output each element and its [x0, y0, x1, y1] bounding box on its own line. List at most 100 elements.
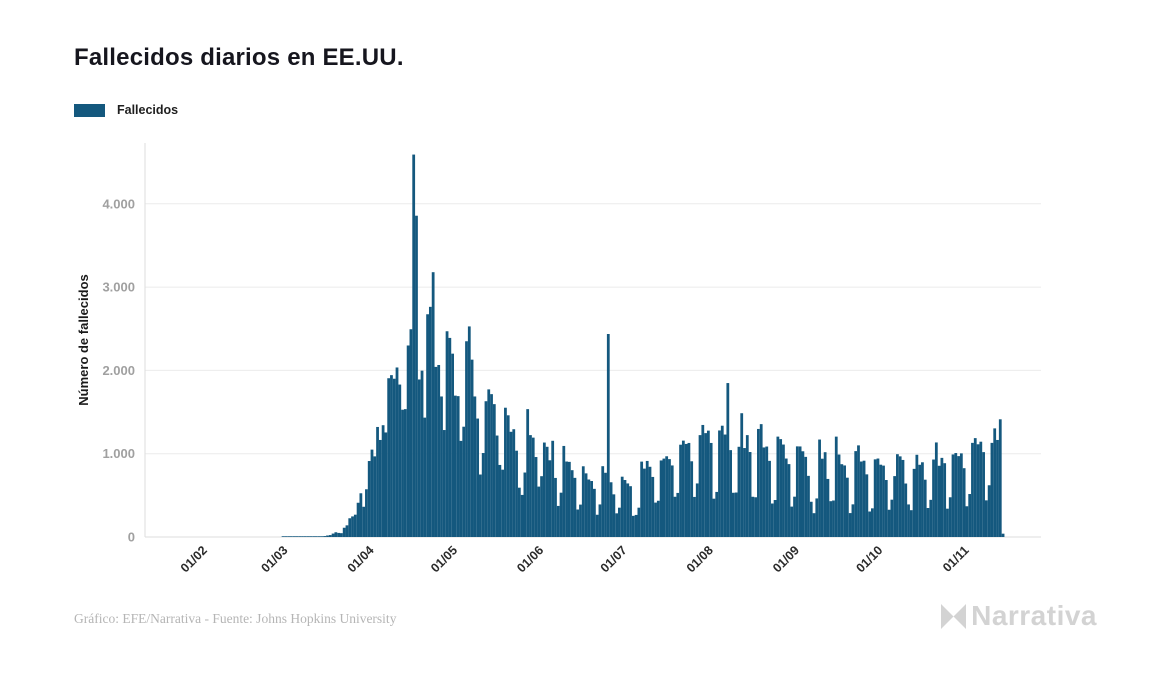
bar [979, 441, 983, 537]
bar [748, 452, 752, 537]
bar [373, 456, 377, 537]
bar [987, 485, 991, 537]
bar [517, 487, 521, 537]
bar [782, 444, 785, 537]
bar [882, 465, 885, 537]
bar [398, 384, 402, 537]
bar [793, 496, 796, 537]
bar [340, 533, 343, 537]
bar [423, 417, 427, 537]
bar [934, 442, 938, 537]
bar [737, 446, 741, 537]
bar [690, 461, 694, 537]
bar [312, 536, 315, 537]
bar [387, 378, 391, 537]
bar [648, 466, 652, 537]
bar [823, 452, 827, 537]
bar [887, 509, 891, 537]
bar [915, 454, 919, 537]
bar [403, 409, 407, 537]
bar [490, 394, 493, 537]
bar [971, 442, 974, 537]
bar [809, 501, 813, 537]
bar [923, 479, 927, 537]
bar [495, 435, 499, 537]
bar [406, 345, 410, 537]
bar [559, 492, 563, 537]
bar [504, 407, 507, 537]
bar [862, 460, 866, 537]
bar [909, 510, 913, 537]
bar [765, 446, 769, 537]
bar [378, 439, 382, 537]
bar [982, 452, 985, 537]
bar [790, 506, 794, 537]
x-tick-label: 01/11 [940, 543, 972, 575]
bar [484, 401, 488, 537]
bar [921, 462, 924, 537]
bar [695, 483, 699, 537]
bar [968, 494, 972, 537]
bar [620, 476, 624, 537]
bar [932, 459, 935, 537]
bar [912, 468, 916, 537]
bar [951, 454, 955, 537]
bar [454, 395, 457, 537]
bar [706, 430, 710, 537]
bar [551, 440, 555, 537]
bar [898, 456, 902, 537]
bar [662, 458, 666, 537]
narrativa-logo: Narrativa [940, 600, 1097, 632]
bar [298, 536, 302, 537]
bar [704, 433, 707, 537]
bar [754, 497, 758, 537]
bar [807, 475, 810, 537]
bar [676, 492, 680, 537]
bar [734, 492, 738, 537]
bar [918, 464, 922, 537]
bar [993, 428, 997, 537]
bar [795, 446, 799, 537]
bar [581, 466, 585, 537]
bar [573, 477, 577, 537]
bar [668, 459, 671, 537]
bar [673, 496, 677, 537]
bar [492, 404, 496, 537]
bar [415, 215, 418, 537]
bar [940, 457, 944, 538]
bar [745, 435, 749, 537]
bar [326, 535, 329, 537]
bar [701, 424, 705, 537]
bar [954, 453, 958, 537]
bar [390, 375, 393, 537]
bar [320, 536, 324, 537]
bar [509, 431, 513, 537]
bar [743, 448, 746, 537]
bar [606, 334, 610, 537]
bar [479, 474, 482, 537]
bar [859, 461, 863, 537]
bar [893, 476, 897, 537]
bar [409, 329, 413, 537]
bar [545, 446, 549, 537]
bar [698, 435, 702, 537]
bar [937, 465, 941, 537]
bar [959, 453, 963, 537]
bar [565, 461, 568, 537]
bar [626, 483, 630, 537]
bar [292, 536, 296, 537]
bar [634, 514, 638, 537]
bar [526, 409, 530, 537]
bar [732, 492, 735, 537]
bar [601, 466, 605, 537]
bar [356, 502, 360, 537]
legend-label: Fallecidos [117, 103, 179, 117]
bar [709, 442, 713, 537]
bar [640, 461, 644, 537]
bar [334, 532, 338, 537]
bar [896, 454, 899, 537]
bar [984, 500, 988, 537]
bar [412, 154, 416, 537]
